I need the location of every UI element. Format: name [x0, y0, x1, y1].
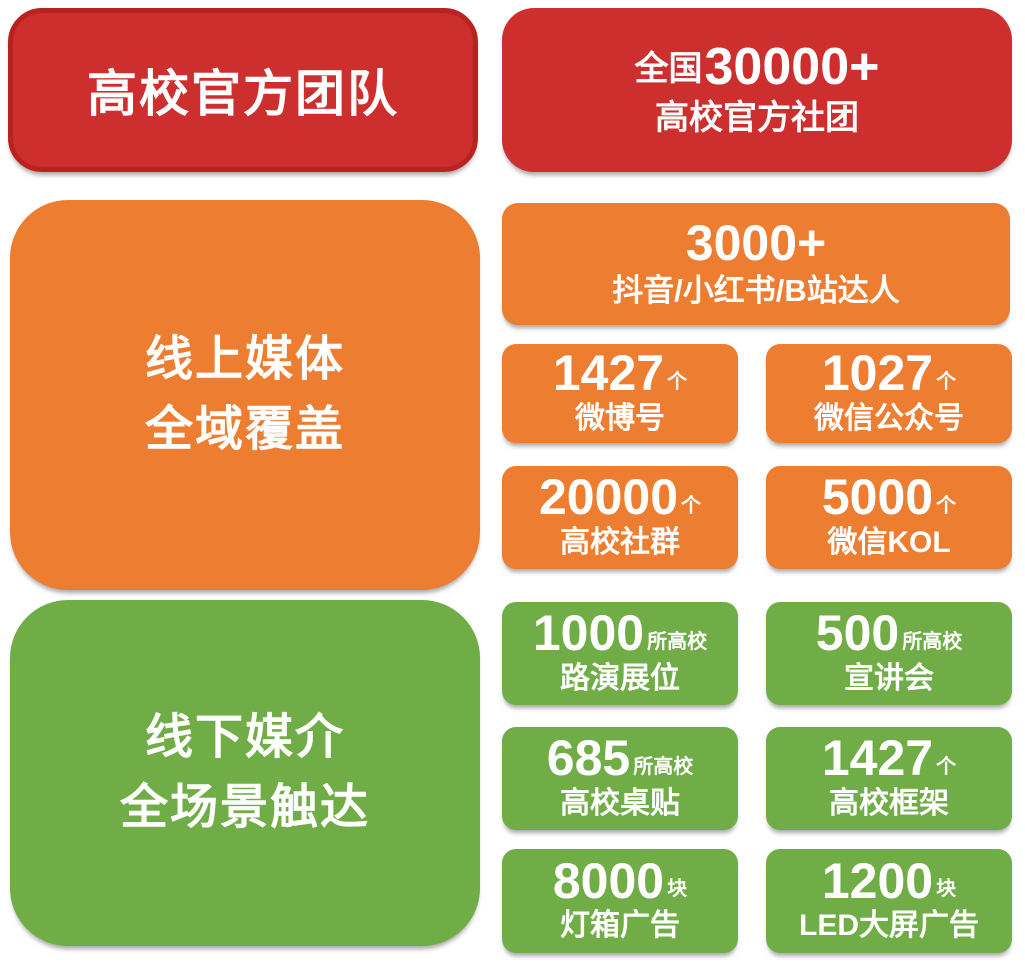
stat-numline: 5000 个	[821, 469, 957, 526]
online-stat-influencers-box: 3000+ 抖音/小红书/B站达人	[502, 203, 1010, 325]
offline-stat-seminar-box: 500 所高校 宣讲会	[766, 602, 1012, 705]
offline-stat-frame-suffix: 个	[936, 755, 957, 778]
offline-stat-desk-sticker-suffix: 所高校	[633, 755, 694, 778]
universities-stat-label: 高校官方社团	[655, 98, 859, 137]
stat-numline: 1200 块	[821, 852, 957, 909]
offline-media-header-box: 线下媒介 全场景触达	[10, 600, 480, 946]
stat-numline: 500 所高校	[815, 605, 963, 662]
online-stat-wechat-official-label: 微信公众号	[814, 401, 964, 435]
stat-numline: 1027 个	[821, 345, 957, 402]
offline-stat-frame-box: 1427 个 高校框架	[766, 727, 1012, 830]
online-stat-groups-label: 高校社群	[560, 525, 680, 559]
online-stat-weibo-suffix: 个	[667, 370, 688, 393]
online-stat-wechat-official-box: 1027 个 微信公众号	[766, 344, 1012, 443]
offline-stat-led-screen-number: 1200	[821, 852, 934, 909]
offline-stat-led-screen-label: LED大屏广告	[799, 909, 979, 943]
offline-stat-seminar-suffix: 所高校	[902, 630, 963, 653]
online-stat-weibo-label: 微博号	[575, 401, 665, 435]
online-media-header-box: 线上媒体 全域覆盖	[10, 200, 480, 590]
offline-stat-led-screen-box: 1200 块 LED大屏广告	[766, 849, 1012, 953]
stat-numline: 1000 所高校	[532, 605, 708, 662]
online-stat-wechat-kol-label: 微信KOL	[827, 525, 951, 559]
offline-stat-roadshow-suffix: 所高校	[647, 630, 708, 653]
stat-numline: 8000 块	[552, 852, 688, 909]
online-stat-influencers-label: 抖音/小红书/B站达人	[612, 273, 900, 309]
online-stat-groups-box: 20000 个 高校社群	[502, 466, 738, 569]
offline-stat-lightbox-box: 8000 块 灯箱广告	[502, 849, 738, 953]
online-media-header-line1: 线上媒体	[144, 333, 345, 387]
online-stat-wechat-kol-number: 5000	[821, 469, 934, 526]
offline-stat-lightbox-label: 灯箱广告	[560, 909, 680, 943]
offline-stat-led-screen-suffix: 块	[936, 878, 957, 901]
universities-stat-box: 全国 30000+ 高校官方社团	[502, 8, 1012, 172]
stat-numline: 1427 个	[821, 730, 957, 787]
online-stat-wechat-official-suffix: 个	[936, 370, 957, 393]
offline-media-header-line2: 全场景触达	[119, 781, 370, 834]
online-media-header-line2: 全域覆盖	[144, 403, 345, 456]
offline-stat-desk-sticker-number: 685	[546, 730, 631, 787]
online-stat-groups-number: 20000	[538, 469, 679, 526]
offline-stat-desk-sticker-box: 685 所高校 高校桌贴	[502, 727, 738, 830]
online-stat-wechat-kol-suffix: 个	[936, 494, 957, 517]
stat-numline: 20000 个	[538, 469, 702, 526]
offline-media-header-line1: 线下媒介	[144, 711, 345, 765]
online-stat-wechat-official-number: 1027	[821, 345, 934, 402]
universities-header-box: 高校官方团队	[8, 8, 478, 172]
online-stat-wechat-kol-box: 5000 个 微信KOL	[766, 466, 1012, 569]
offline-stat-desk-sticker-label: 高校桌贴	[560, 786, 680, 820]
universities-header-label: 高校官方团队	[87, 66, 399, 122]
offline-stat-roadshow-box: 1000 所高校 路演展位	[502, 602, 738, 705]
offline-stat-seminar-number: 500	[815, 605, 900, 662]
universities-stat-numline: 全国 30000+	[635, 41, 880, 93]
stat-numline: 1427 个	[552, 345, 688, 402]
offline-stat-lightbox-number: 8000	[552, 852, 665, 909]
stat-numline: 685 所高校	[546, 730, 694, 787]
online-stat-weibo-number: 1427	[552, 345, 665, 402]
offline-stat-frame-number: 1427	[821, 730, 934, 787]
offline-stat-roadshow-label: 路演展位	[560, 661, 680, 695]
offline-stat-frame-label: 高校框架	[829, 786, 949, 820]
online-stat-influencers-number: 3000+	[685, 215, 827, 272]
offline-stat-roadshow-number: 1000	[532, 605, 645, 662]
offline-stat-lightbox-suffix: 块	[667, 878, 688, 901]
online-stat-groups-suffix: 个	[681, 494, 702, 517]
universities-stat-prefix: 全国	[634, 49, 703, 88]
universities-stat-number: 30000+	[704, 37, 880, 96]
offline-stat-seminar-label: 宣讲会	[844, 661, 934, 695]
online-stat-weibo-box: 1427 个 微博号	[502, 344, 738, 443]
